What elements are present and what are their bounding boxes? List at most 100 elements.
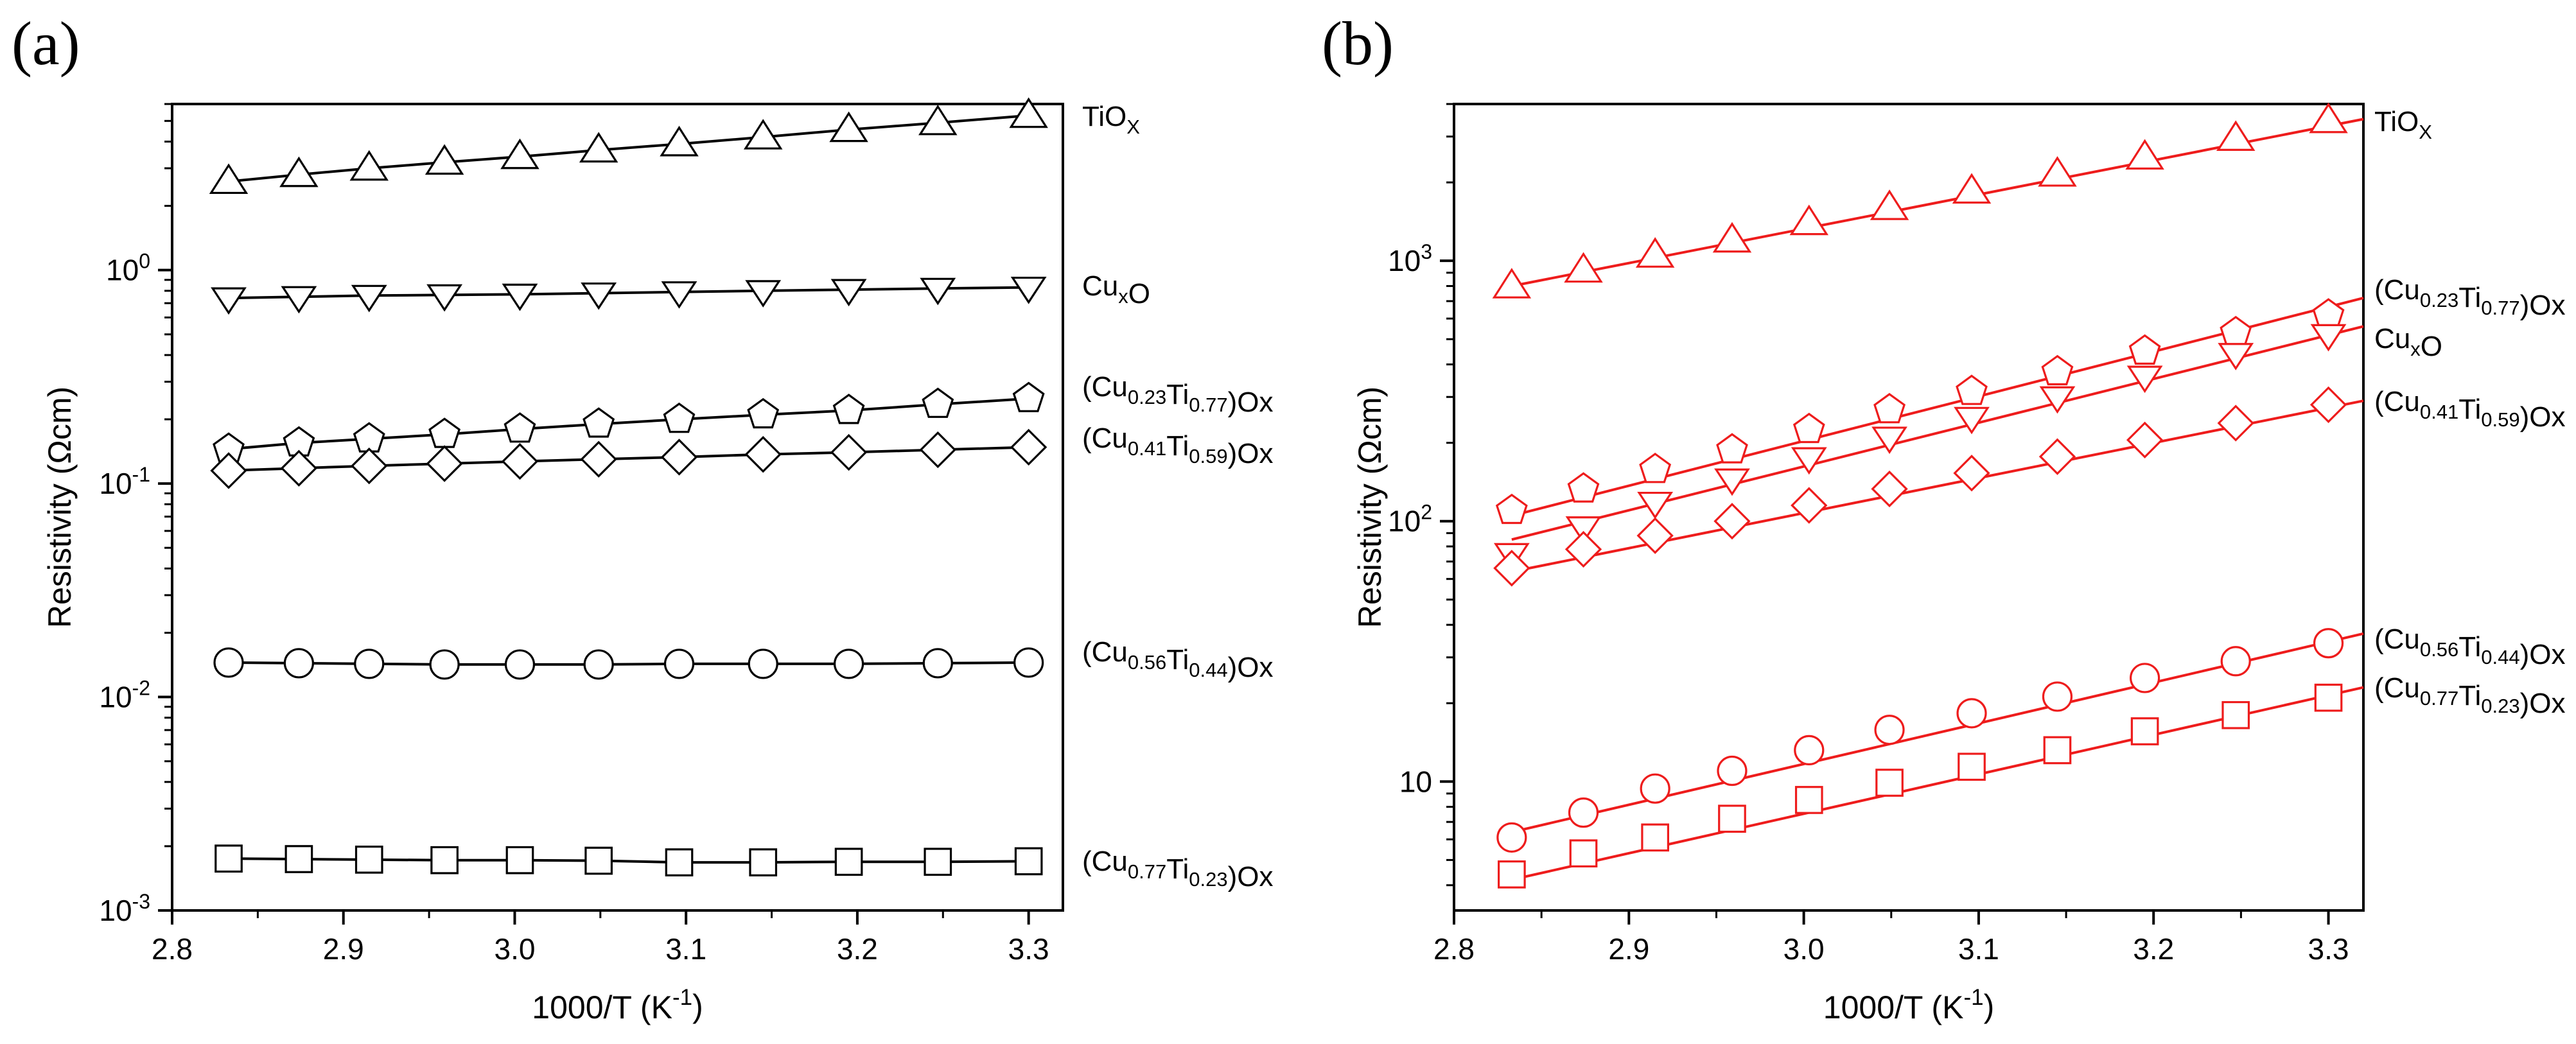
y-tick-label: 100 <box>106 250 150 287</box>
data-point <box>1014 847 1043 876</box>
data-point <box>281 286 317 314</box>
data-point <box>210 452 247 489</box>
data-point <box>833 648 864 679</box>
data-point <box>1714 468 1750 496</box>
data-point <box>1952 173 1992 204</box>
data-point <box>1717 755 1748 787</box>
data-point <box>580 440 617 478</box>
y-tick-label: 10 <box>1399 765 1432 798</box>
data-point <box>830 279 867 307</box>
data-point <box>2313 628 2344 659</box>
data-point <box>502 283 538 311</box>
series-triangle-up <box>1492 102 2364 299</box>
data-point <box>1569 839 1598 867</box>
data-point <box>1012 381 1045 413</box>
data-point <box>1712 222 1752 253</box>
x-tick-label: 2.9 <box>1608 932 1649 966</box>
data-point <box>832 394 865 424</box>
data-point <box>1789 204 1829 236</box>
data-point <box>1492 268 1532 299</box>
data-point <box>663 402 696 433</box>
x-tick-label: 3.2 <box>837 932 878 966</box>
data-point <box>1954 406 1990 435</box>
x-tick-label: 3.0 <box>494 932 535 966</box>
data-point <box>501 442 539 480</box>
data-point <box>1640 773 1670 804</box>
y-axis-label: Resistivity (Ωcm) <box>1352 387 1388 628</box>
data-point <box>2130 717 2159 745</box>
data-point <box>2043 736 2072 765</box>
data-point <box>830 433 868 471</box>
data-point <box>1013 647 1044 678</box>
data-point <box>504 412 536 443</box>
data-point <box>2126 365 2163 394</box>
data-point <box>747 397 780 429</box>
data-point <box>924 848 952 876</box>
data-point <box>1498 860 1526 889</box>
data-point <box>1010 276 1047 304</box>
series-square <box>1498 683 2364 889</box>
data-point <box>2216 120 2256 151</box>
data-point <box>213 647 244 678</box>
data-point <box>1636 517 1674 554</box>
data-point <box>1564 530 1602 568</box>
data-point <box>1794 786 1823 814</box>
data-point <box>1637 491 1674 519</box>
series-label: (Cu0.56Ti0.44)Ox <box>1082 636 1274 683</box>
data-point <box>429 649 460 680</box>
data-point <box>426 445 463 482</box>
data-point <box>279 156 319 187</box>
data-point <box>1791 487 1828 524</box>
data-point <box>1635 237 1675 268</box>
series-diamond <box>1493 386 2364 587</box>
data-point <box>1495 493 1528 525</box>
data-point <box>355 846 383 874</box>
data-point <box>354 648 385 679</box>
series-label: CuxO <box>2374 323 2442 362</box>
series-label: CuxO <box>1082 270 1150 309</box>
data-point <box>2126 421 2164 458</box>
data-point <box>583 407 615 438</box>
series-label: TiOX <box>1082 101 1140 138</box>
data-point <box>661 281 697 309</box>
series-triangle-down <box>211 276 1047 315</box>
series-label: (Cu0.41Ti0.59)Ox <box>1082 422 1274 469</box>
data-point <box>1956 698 1987 729</box>
plot-frame <box>171 103 1064 912</box>
data-point <box>1871 470 1908 508</box>
data-point <box>2309 386 2347 424</box>
data-point <box>211 287 247 315</box>
x-tick-label: 2.9 <box>323 932 364 966</box>
data-point <box>505 846 534 874</box>
data-point <box>1568 797 1599 828</box>
series-label: (Cu0.41Ti0.59)Ox <box>2374 386 2566 433</box>
data-point <box>2309 102 2348 134</box>
series-diamond <box>210 428 1047 489</box>
data-point <box>922 387 954 418</box>
y-tick-label: 103 <box>1388 240 1432 277</box>
data-point <box>351 447 388 485</box>
data-point <box>1565 516 1602 544</box>
data-point <box>2041 354 2074 386</box>
y-axis-label: Resistivity (Ωcm) <box>42 387 78 628</box>
series-circle <box>1496 628 2364 853</box>
x-axis-label: 1000/T (K-1) <box>532 985 703 1025</box>
data-point <box>1958 753 1986 781</box>
x-axis-label: 1000/T (K-1) <box>1823 985 1994 1025</box>
data-point <box>919 431 956 469</box>
data-point <box>748 648 778 679</box>
data-point <box>285 845 313 873</box>
data-point <box>2314 683 2343 712</box>
data-point <box>744 436 782 473</box>
data-point <box>2221 700 2250 729</box>
data-point <box>583 649 614 680</box>
y-tick-label: 10-1 <box>99 463 150 500</box>
data-point <box>918 104 958 135</box>
data-point <box>2217 405 2254 442</box>
data-point <box>349 150 389 181</box>
panel-b: (b) 2.8 2.9 3.0 3.1 3.2 3.3 10 102 103 1000/T (K-1… <box>1322 9 2566 1025</box>
data-point <box>2042 681 2073 712</box>
data-point <box>584 846 613 875</box>
